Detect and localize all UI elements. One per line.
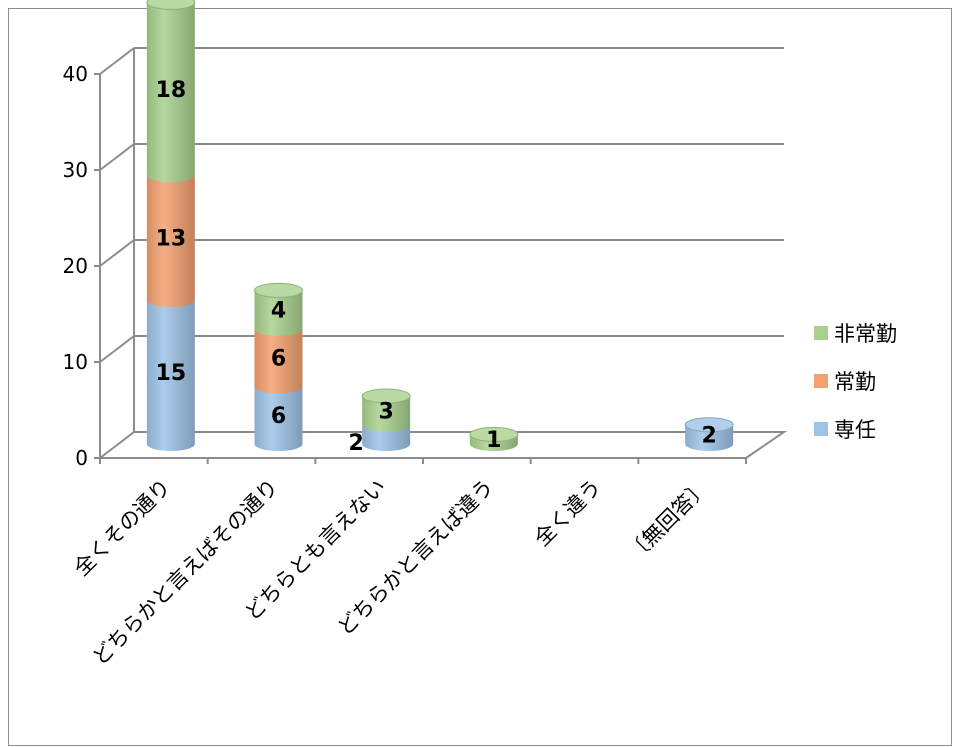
bar-segment	[146, 300, 195, 451]
bar-segment-body	[254, 386, 303, 451]
bar-top-cap	[254, 282, 303, 298]
bar-top-cap	[361, 388, 411, 404]
data-label: 1	[486, 428, 501, 453]
data-label: 2	[349, 431, 364, 456]
bar-segment-body	[362, 424, 411, 451]
legend-swatch	[814, 326, 828, 340]
y-tick-label: 40	[63, 62, 88, 86]
legend-item: 非常勤	[814, 322, 897, 346]
data-label: 13	[156, 227, 187, 252]
y-tick-label: 30	[63, 158, 88, 182]
y-tick-label: 20	[63, 254, 88, 278]
legend-swatch	[814, 422, 828, 436]
bar-segment	[146, 0, 196, 183]
y-tick-labels: 0 10 20 30 40	[63, 62, 88, 470]
data-label: 4	[271, 299, 286, 324]
bar-segment	[362, 424, 411, 451]
grid-layer	[94, 47, 788, 464]
bar-segment	[254, 328, 303, 394]
y-tick-label: 10	[63, 350, 88, 374]
gridline-side	[99, 239, 135, 267]
bar-segment	[254, 282, 303, 336]
gridline-side	[99, 47, 135, 75]
bar-top-cap	[146, 0, 196, 10]
data-label: 15	[156, 361, 187, 386]
y-tick-label: 0	[75, 446, 88, 470]
gridline-side	[99, 143, 135, 171]
bar-segment-body	[254, 290, 303, 336]
bar-segment-body	[254, 328, 303, 394]
gridline-side	[99, 335, 135, 363]
legend-label: 非常勤	[834, 322, 897, 346]
bar-segment-body	[146, 300, 195, 451]
bar-segment	[254, 386, 303, 451]
bar-segment	[361, 388, 411, 432]
bar-top-cap	[469, 426, 519, 442]
bar-segment-body	[362, 396, 411, 432]
bar-segment-body	[146, 175, 195, 307]
x-category-label: 〔無回答〕	[622, 475, 713, 566]
x-category-label: 全く違う	[530, 475, 606, 551]
data-label: 2	[702, 423, 717, 448]
legend-item: 専任	[814, 418, 876, 442]
data-label: 6	[271, 404, 286, 429]
bar-segment	[469, 426, 519, 451]
legend-item: 常勤	[814, 370, 876, 394]
data-label: 3	[379, 399, 394, 424]
bar-segment	[146, 175, 195, 307]
data-label: 18	[156, 78, 187, 103]
data-label: 6	[271, 347, 286, 372]
bar-top-cap	[684, 417, 734, 433]
x-category-label: 全くその通り	[69, 475, 175, 581]
bar-segment	[684, 417, 734, 451]
bar-segment-body	[146, 2, 195, 183]
legend-swatch	[814, 374, 828, 388]
bars-layer	[146, 0, 734, 451]
legend-label: 常勤	[834, 370, 876, 394]
legend-label: 専任	[834, 418, 876, 442]
floor	[97, 431, 788, 459]
x-category-label: どちらかと言えばその通り	[88, 475, 283, 670]
